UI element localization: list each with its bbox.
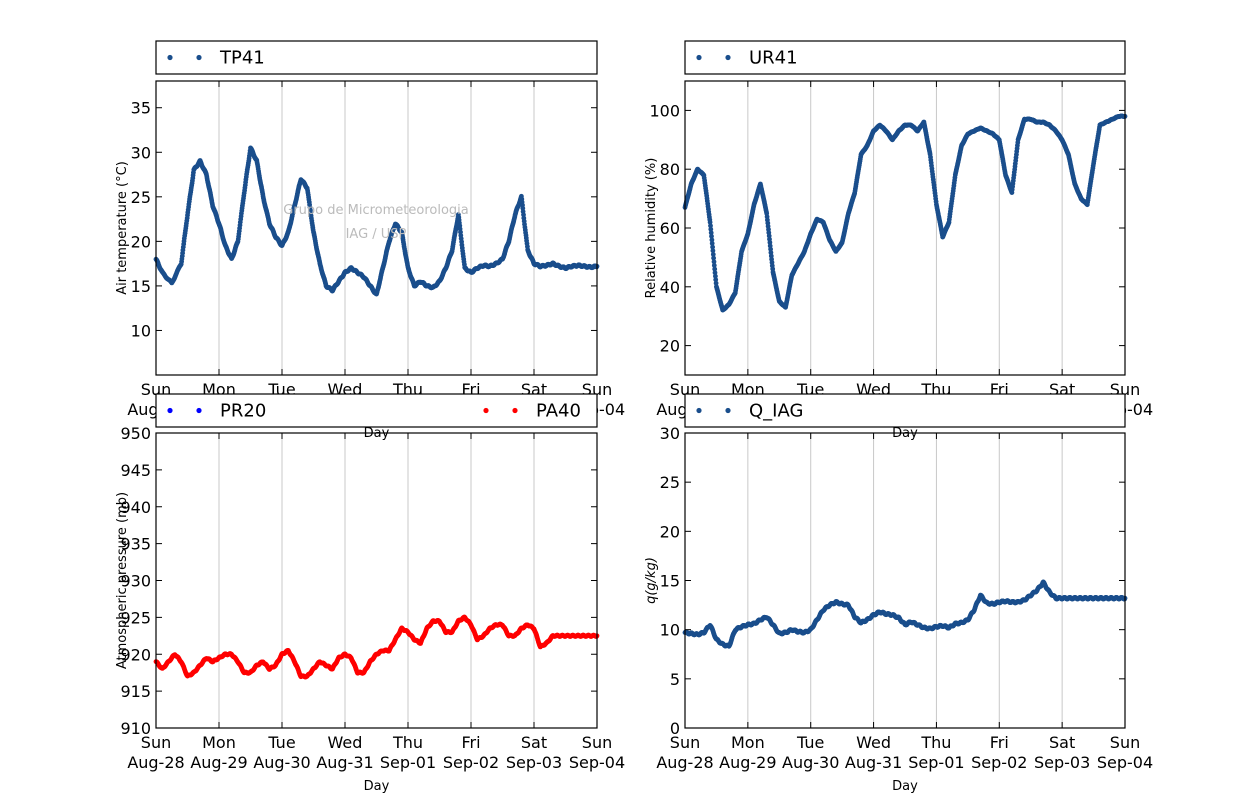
x-axis-label: Day <box>364 779 390 794</box>
plot-frame <box>155 80 598 376</box>
data-points <box>682 113 1128 313</box>
data-point <box>713 273 718 279</box>
x-tick-label-date: Sep-02 <box>443 753 499 772</box>
legend-box <box>155 40 598 75</box>
x-tick-label-day: Mon <box>202 733 236 752</box>
y-axis-label: Air temperature (°C) <box>115 161 130 295</box>
x-tick-label-date: Aug-28 <box>127 753 184 772</box>
chart-panel-3: 910915920925930935940945950SunAug-28MonA… <box>115 393 625 794</box>
legend-marker <box>167 54 173 61</box>
y-tick-label: 20 <box>660 337 680 356</box>
data-point <box>709 233 714 239</box>
y-tick-label: 20 <box>131 232 151 251</box>
data-point <box>710 252 716 257</box>
legend: UR41 <box>684 40 1126 75</box>
x-tick-label-day: Sat <box>521 733 547 752</box>
y-axis-label: Relative humidity (%) <box>644 158 659 299</box>
x-tick-label-day: Thu <box>392 733 423 752</box>
legend-marker <box>512 407 518 414</box>
x-tick-label-day: Sun <box>141 733 171 752</box>
legend-marker <box>483 407 489 414</box>
plot-frame <box>155 432 598 729</box>
data-point <box>707 219 713 225</box>
y-tick-label: 950 <box>120 424 151 443</box>
legend-label: TP41 <box>219 48 265 69</box>
x-tick-label-day: Wed <box>328 733 363 752</box>
x-tick-label-day: Tue <box>267 733 295 752</box>
y-tick-label: 10 <box>131 321 151 340</box>
chart-panel-4: 051015202530SunAug-28MonAug-29TueAug-30W… <box>644 393 1153 794</box>
data-point <box>708 230 714 236</box>
data-points <box>153 145 600 297</box>
x-tick-label-date: Aug-30 <box>253 753 310 772</box>
legend-marker <box>167 407 173 414</box>
data-point <box>710 248 716 254</box>
y-tick-label: 80 <box>660 160 680 179</box>
x-tick-label-date: Sep-03 <box>506 753 562 772</box>
data-point <box>708 223 713 229</box>
legend: PR20 PA40 <box>155 393 598 428</box>
legend-label: PR20 <box>220 401 266 422</box>
chart-panel-2: 20406080100SunAug-28MonAug-29TueAug-30We… <box>644 40 1153 441</box>
y-axis-label: Atmospheric pressure (mb) <box>115 492 130 669</box>
data-point <box>709 237 715 243</box>
x-tick-label-date: Sep-04 <box>569 753 625 772</box>
y-tick-label: 60 <box>660 219 680 238</box>
legend: TP41 <box>155 40 598 75</box>
x-tick-label-date: Aug-31 <box>316 753 373 772</box>
data-points <box>153 614 600 680</box>
watermark-text: IAG / USP <box>346 227 407 242</box>
data-points <box>682 579 1128 649</box>
data-point <box>710 244 715 250</box>
x-tick-label-date: Sep-01 <box>380 753 436 772</box>
legend-label: PA40 <box>536 401 581 422</box>
chart-panel-1: 101520253035SunAug-28MonAug-29TueAug-30W… <box>115 40 625 441</box>
x-tick-label-day: Sun <box>582 733 612 752</box>
y-tick-label: 15 <box>131 277 151 296</box>
data-point <box>713 277 719 283</box>
watermark-text: Grupo de Micrometeorologia <box>283 203 469 218</box>
data-point <box>713 280 719 286</box>
y-tick-label: 35 <box>131 99 151 118</box>
y-tick-label: 100 <box>649 101 680 120</box>
data-point <box>711 255 716 261</box>
data-point <box>711 259 717 265</box>
data-point <box>711 263 717 268</box>
legend-marker <box>725 54 731 61</box>
y-tick-label: 915 <box>120 682 151 701</box>
x-tick-label-day: Fri <box>461 733 480 752</box>
legend-marker <box>196 407 202 414</box>
data-point <box>712 266 718 272</box>
legend-marker <box>696 54 702 61</box>
x-tick-label-date: Aug-29 <box>190 753 247 772</box>
data-point <box>712 270 718 276</box>
y-tick-label: 945 <box>120 461 151 480</box>
legend-label: UR41 <box>749 48 798 69</box>
data-point <box>708 226 714 232</box>
y-tick-label: 25 <box>131 188 151 207</box>
y-tick-label: 30 <box>131 143 151 162</box>
legend-marker <box>196 54 202 61</box>
data-point <box>709 241 715 246</box>
y-tick-label: 40 <box>660 278 680 297</box>
